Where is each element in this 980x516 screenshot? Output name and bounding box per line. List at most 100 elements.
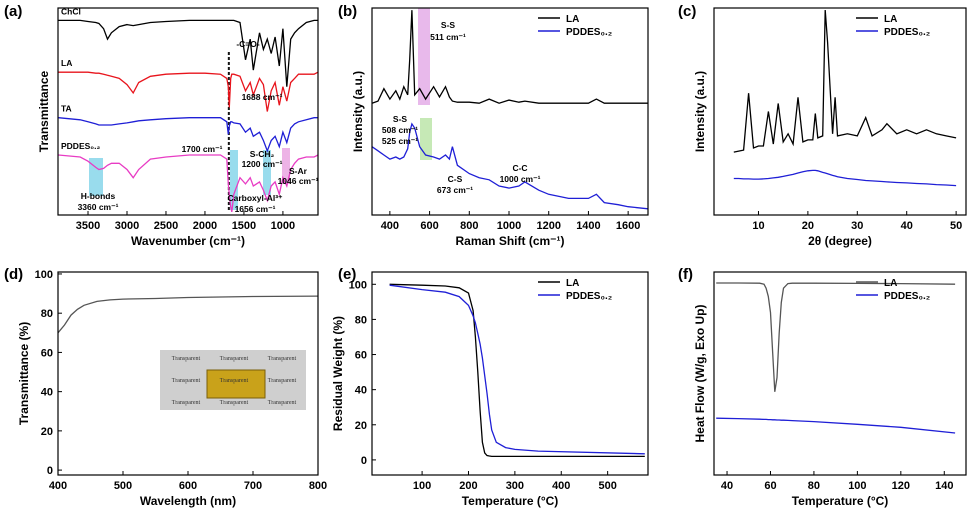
- x-tick-label: 1500: [232, 220, 256, 232]
- x-tick-label: 500: [114, 480, 132, 492]
- y-tick-label: 60: [355, 350, 367, 362]
- annotation: 1688 cm⁻¹: [242, 92, 283, 102]
- annotation: S-Ar: [289, 166, 308, 176]
- x-tick-label: 120: [892, 480, 910, 492]
- highlight: [418, 8, 430, 105]
- series-line: [389, 284, 645, 455]
- series-line: [58, 71, 319, 112]
- annotation: 1656 cm⁻¹: [235, 204, 276, 214]
- annotation: 1700 cm⁻¹: [182, 144, 223, 154]
- y-axis-label: Heat Flow (W/g, Exo Up): [693, 305, 707, 443]
- series-line: [371, 122, 649, 210]
- annotation: 1200 cm⁻¹: [242, 159, 283, 169]
- y-tick-label: 100: [349, 279, 367, 291]
- annotation: 511 cm⁻¹: [430, 32, 466, 42]
- x-tick-label: 2000: [193, 220, 217, 232]
- x-tick-label: 200: [459, 480, 477, 492]
- series-line: [733, 9, 957, 153]
- highlight: [282, 148, 290, 184]
- x-tick-label: 20: [802, 220, 814, 232]
- annotation: H-bonds: [81, 191, 116, 201]
- annotation: -C=O-: [236, 39, 260, 49]
- x-tick-label: 1000: [271, 220, 295, 232]
- x-tick-label: 80: [808, 480, 820, 492]
- legend-label: LA: [566, 278, 579, 289]
- plot-frame: [371, 7, 649, 216]
- highlight: [420, 118, 432, 160]
- series-line: [371, 10, 648, 104]
- x-axis-label: Wavenumber (cm⁻¹): [131, 234, 245, 248]
- series-line: [58, 117, 318, 153]
- inset-text: Transparent: [172, 378, 201, 384]
- inset-text: Transparent: [268, 378, 297, 384]
- inset-text: Transparent: [268, 400, 297, 406]
- legend-label: LA: [884, 14, 897, 25]
- x-tick-label: 100: [848, 480, 866, 492]
- series-label: ChCl: [61, 6, 81, 16]
- x-tick-label: 400: [552, 480, 570, 492]
- y-tick-label: 20: [355, 420, 367, 432]
- annotation: C-S: [448, 174, 463, 184]
- panel-label: (d): [4, 266, 23, 283]
- annotation: 673 cm⁻¹: [437, 185, 473, 195]
- annotation: S-S: [441, 20, 456, 30]
- x-tick-label: 100: [413, 480, 431, 492]
- series-line: [733, 169, 957, 187]
- annotation: S-CH₂: [250, 149, 275, 159]
- x-tick-label: 50: [950, 220, 962, 232]
- y-tick-label: 0: [47, 465, 53, 477]
- y-axis-label: Transmittance (%): [17, 322, 31, 425]
- inset-text: Transparent: [220, 378, 249, 384]
- plot-frame: [371, 271, 649, 476]
- inset-text: Transparent: [172, 400, 201, 406]
- x-tick-label: 600: [179, 480, 197, 492]
- y-tick-label: 100: [35, 269, 53, 281]
- x-tick-label: 400: [49, 480, 67, 492]
- highlight: [89, 158, 103, 196]
- inset-sample: [206, 369, 266, 399]
- panel-label: (a): [4, 3, 22, 20]
- series-line: [58, 154, 319, 213]
- x-tick-label: 140: [935, 480, 953, 492]
- panel-label: (f): [678, 266, 693, 283]
- y-tick-label: 20: [41, 426, 53, 438]
- x-tick-label: 40: [901, 220, 913, 232]
- y-tick-label: 60: [41, 347, 53, 359]
- x-axis-label: Wavelength (nm): [140, 494, 236, 508]
- annotation: 1000 cm⁻¹: [500, 174, 541, 184]
- series-label: TA: [61, 104, 72, 114]
- annotation: 508 cm⁻¹: [382, 125, 418, 135]
- y-tick-label: 80: [355, 314, 367, 326]
- y-axis-label: Intensity (a.u.): [351, 71, 365, 152]
- x-tick-label: 800: [460, 220, 478, 232]
- annotation: 1046 cm⁻¹: [278, 176, 319, 186]
- legend-label: LA: [566, 14, 579, 25]
- y-axis-label: Residual Weight (%): [331, 316, 345, 431]
- y-axis-label: Transmittance: [37, 70, 51, 152]
- panel-label: (b): [338, 3, 357, 20]
- legend-label: PDDES₀.₂: [566, 27, 612, 38]
- y-axis-label: Intensity (a.u.): [693, 71, 707, 152]
- x-tick-label: 10: [752, 220, 764, 232]
- x-tick-label: 3500: [76, 220, 100, 232]
- series-line: [389, 283, 645, 458]
- x-axis-label: Temperature (°C): [462, 494, 559, 508]
- x-tick-label: 500: [598, 480, 616, 492]
- series-label: PDDES₀.₂: [61, 141, 100, 151]
- x-tick-label: 300: [506, 480, 524, 492]
- inset-text: Transparent: [172, 356, 201, 362]
- series-line: [57, 295, 319, 334]
- legend-label: LA: [884, 278, 897, 289]
- legend-label: PDDES₀.₂: [884, 291, 930, 302]
- x-axis-label: 2θ (degree): [808, 234, 872, 248]
- plot-frame: [713, 7, 967, 216]
- series-line: [58, 19, 318, 87]
- x-tick-label: 1400: [576, 220, 600, 232]
- annotation: 3360 cm⁻¹: [78, 202, 119, 212]
- x-axis-label: Temperature (°C): [792, 494, 889, 508]
- series-line: [716, 417, 956, 434]
- legend-label: PDDES₀.₂: [884, 27, 930, 38]
- y-tick-label: 40: [355, 385, 367, 397]
- y-tick-label: 0: [361, 455, 367, 467]
